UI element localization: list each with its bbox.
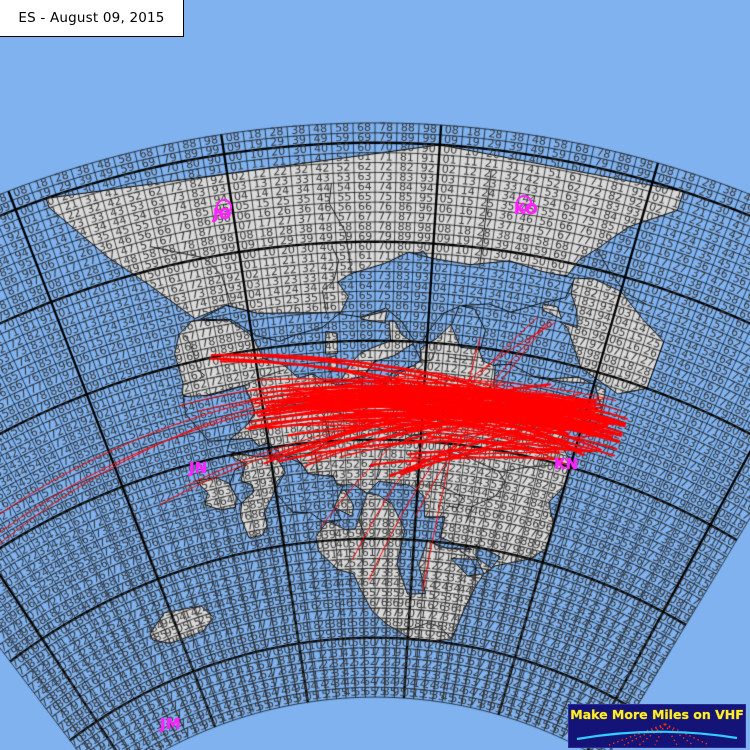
station-marker-0 bbox=[216, 199, 232, 215]
watermark-arc-icon bbox=[576, 730, 738, 741]
watermark-text: Make More Miles on VHF bbox=[570, 707, 744, 722]
title-box: ES - August 09, 2015 bbox=[0, 0, 184, 37]
watermark-logo: Make More Miles on VHF bbox=[568, 704, 746, 748]
watermark-rays-icon bbox=[608, 723, 710, 746]
watermark-bg bbox=[569, 705, 745, 747]
page-title: ES - August 09, 2015 bbox=[18, 10, 165, 26]
watermark-svg: Make More Miles on VHF bbox=[569, 705, 745, 747]
station-marker-1 bbox=[516, 195, 532, 211]
